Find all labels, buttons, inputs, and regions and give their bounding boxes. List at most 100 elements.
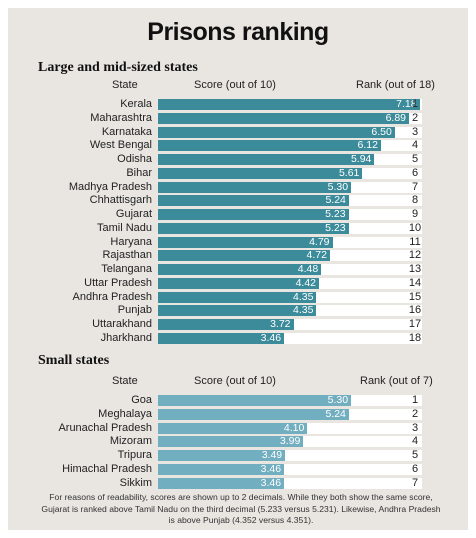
chart-title: Prisons ranking	[147, 18, 329, 46]
score-value-label: 5.30	[327, 394, 349, 406]
column-header-score-small: Score (out of 10)	[194, 375, 276, 387]
score-bar	[158, 332, 285, 344]
score-bar	[158, 395, 352, 406]
score-value-label: 5.94	[350, 153, 372, 165]
rank-label: 14	[408, 276, 422, 289]
column-header-rank-large: Rank (out of 18)	[356, 79, 435, 91]
state-label: Kerala	[120, 98, 152, 110]
rank-label: 12	[408, 249, 422, 262]
state-label: Telangana	[101, 263, 152, 275]
rank-label: 2	[411, 111, 419, 124]
score-value-label: 7.18	[396, 98, 417, 110]
state-label: West Bengal	[89, 139, 152, 152]
rank-label: 1	[411, 98, 419, 110]
bar-row: Tamil Nadu 5.23 10	[8, 222, 468, 235]
state-label: Chhattisgarh	[89, 194, 152, 207]
state-label: Bihar	[126, 166, 152, 179]
column-header-state-large: State	[112, 79, 138, 91]
section-title-small: Small states	[38, 353, 110, 368]
bar-track	[158, 450, 422, 461]
rank-label: 6	[411, 462, 419, 475]
rank-label: 5	[411, 153, 419, 165]
state-label: Tamil Nadu	[96, 221, 152, 234]
bar-row: Goa 5.30 1	[8, 394, 468, 407]
bar-row: Odisha 5.94 5	[8, 153, 468, 166]
rank-label: 4	[411, 139, 419, 152]
bar-track	[158, 332, 422, 344]
score-bar	[158, 222, 349, 234]
column-header-score-large: Score (out of 10)	[194, 79, 276, 91]
score-bar	[158, 264, 322, 275]
score-bar	[158, 181, 352, 193]
rank-label: 4	[411, 435, 419, 448]
score-bar	[158, 112, 410, 124]
bar-row: Tripura 3.49 5	[8, 449, 468, 462]
rank-label: 1	[411, 394, 419, 406]
score-bar	[158, 195, 349, 207]
score-bar	[158, 277, 320, 289]
bar-row: West Bengal 6.12 4	[8, 139, 468, 152]
score-value-label: 5.24	[325, 407, 346, 420]
rank-label: 6	[411, 166, 419, 179]
score-value-label: 4.35	[293, 290, 314, 303]
score-bar	[158, 236, 333, 248]
rank-label: 2	[411, 407, 419, 420]
score-bar	[158, 126, 395, 138]
rank-label: 7	[411, 476, 419, 489]
bar-row: Chhattisgarh 5.24 8	[8, 194, 468, 207]
score-value-label: 6.12	[357, 139, 378, 152]
bar-row: Uttarakhand 3.72 17	[8, 318, 468, 331]
state-label: Karnataka	[101, 125, 152, 138]
bar-row: Jharkhand 3.46 18	[8, 332, 468, 345]
state-label: Gujarat	[115, 208, 152, 220]
bar-track	[158, 477, 422, 489]
score-bar	[158, 408, 349, 420]
score-bar	[158, 477, 285, 489]
score-value-label: 5.24	[325, 194, 346, 207]
rank-label: 3	[411, 125, 419, 138]
score-value-label: 5.23	[325, 221, 346, 234]
score-bar	[158, 291, 317, 303]
rank-label: 16	[408, 304, 422, 317]
chart-card: Prisons ranking Large and mid-sized stat…	[8, 8, 468, 530]
rank-label: 8	[411, 194, 419, 207]
rank-label: 5	[411, 449, 419, 461]
score-bar	[158, 154, 375, 165]
bar-row: Kerala 7.18 1	[8, 98, 468, 111]
bar-row: Rajasthan 4.72 12	[8, 249, 468, 262]
rank-label: 10	[408, 221, 422, 234]
bar-row: Gujarat 5.23 9	[8, 208, 468, 221]
rank-label: 11	[409, 235, 421, 248]
score-value-label: 4.35	[293, 304, 314, 317]
score-bar	[158, 450, 286, 461]
state-label: Uttar Pradesh	[84, 276, 152, 289]
rank-label: 13	[408, 263, 422, 275]
score-value-label: 4.10	[283, 421, 305, 434]
score-value-label: 5.61	[338, 166, 360, 179]
score-bar	[158, 319, 294, 330]
rank-label: 17	[408, 318, 422, 330]
state-label: Odisha	[117, 153, 152, 165]
score-value-label: 4.79	[309, 235, 330, 248]
state-label: Arunachal Pradesh	[58, 421, 152, 434]
bar-row: Uttar Pradesh 4.42 14	[8, 277, 468, 290]
bar-row: Karnataka 6.50 3	[8, 126, 468, 139]
score-bar	[158, 140, 381, 152]
score-value-label: 3.49	[261, 449, 283, 461]
bar-row: Haryana 4.79 11	[8, 236, 468, 249]
bar-track	[158, 463, 422, 475]
state-label: Sikkim	[119, 476, 152, 489]
score-value-label: 3.46	[260, 331, 282, 344]
score-value-label: 4.42	[295, 276, 317, 289]
state-label: Madhya Pradesh	[68, 180, 152, 193]
bar-row: Maharashtra 6.89 2	[8, 112, 468, 125]
state-label: Mizoram	[109, 435, 152, 448]
state-label: Punjab	[117, 304, 152, 317]
state-label: Himachal Pradesh	[62, 462, 152, 475]
score-bar	[158, 167, 363, 179]
state-label: Meghalaya	[98, 407, 152, 420]
bar-row: Meghalaya 5.24 2	[8, 408, 468, 421]
state-label: Andhra Pradesh	[72, 290, 153, 303]
score-bar	[158, 463, 285, 475]
score-value-label: 3.46	[260, 476, 282, 489]
